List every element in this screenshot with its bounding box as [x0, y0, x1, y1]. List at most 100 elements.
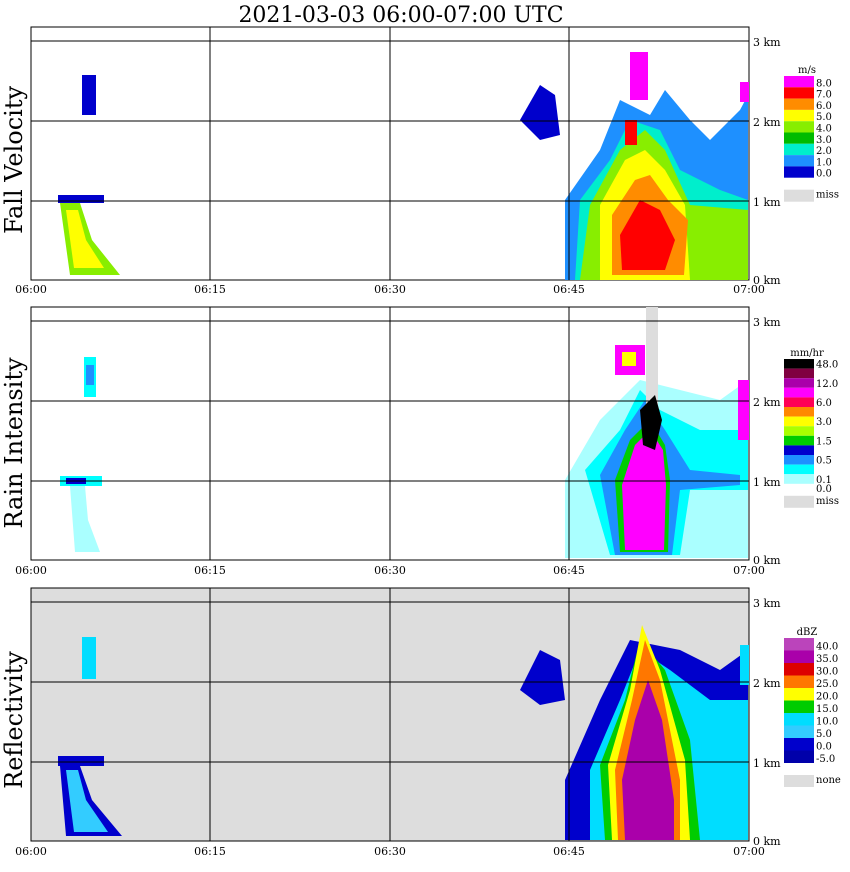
colorbar-swatch: [784, 713, 814, 726]
x-tick-label: 07:00: [733, 564, 765, 577]
colorbar-swatch: [784, 663, 814, 676]
cell: [740, 82, 749, 102]
colorbar-label: 4.0: [816, 124, 832, 135]
y-tick-label: 2 km: [753, 116, 781, 129]
x-tick-label: 06:00: [15, 845, 47, 858]
cell: [622, 352, 636, 366]
precip-cells-fall-velocity: [58, 52, 749, 280]
x-tick-label: 06:30: [374, 283, 406, 296]
colorbar-label: 20.0: [816, 692, 838, 703]
panel-reflectivity: Reflectivity 0 km 1 km 2 km 3 km 06:00 0…: [0, 587, 841, 858]
colorbar-swatch: [784, 166, 814, 178]
cell: [622, 680, 674, 840]
panel-rain-intensity: Rain Intensity 0 km 1 km 2 km 3 km 06:00…: [0, 306, 839, 577]
colorbar-label: 5.0: [816, 112, 832, 123]
y-tick-label: 3 km: [753, 597, 781, 610]
colorbar-swatch: [784, 121, 814, 133]
cell: [520, 650, 565, 705]
colorbar-unit: m/s: [798, 65, 816, 76]
colorbar-swatch: [784, 426, 814, 436]
colorbar-swatch: [784, 397, 814, 407]
colorbar-reflectivity: dBZ 40.035.0 30.025.0 20.015.0 10.05.0 0.0-5.…: [784, 627, 841, 787]
x-ticks-fall-velocity: 06:00 06:15 06:30 06:45 07:00: [15, 283, 765, 296]
colorbar-label: 1.5: [816, 436, 832, 447]
cell: [625, 120, 637, 145]
x-tick-label: 06:45: [553, 283, 585, 296]
colorbar-swatch: [784, 738, 814, 751]
colorbar-swatch: [784, 76, 814, 88]
chart-title: 2021-03-03 06:00-07:00 UTC: [238, 3, 563, 28]
colorbar-swatch: [784, 675, 814, 688]
cell: [82, 75, 96, 115]
colorbar-label: 0.0: [816, 484, 832, 495]
colorbar-swatch: [784, 378, 814, 388]
colorbar-label: 0.1: [816, 475, 832, 486]
colorbar-label: 8.0: [816, 78, 832, 89]
colorbar-swatch: [784, 435, 814, 446]
colorbar-swatch: [784, 445, 814, 455]
x-tick-label: 06:45: [553, 845, 585, 858]
colorbar-swatch: [784, 750, 814, 763]
cell: [740, 645, 749, 685]
colorbar-label: 10.0: [816, 717, 838, 728]
x-tick-label: 06:15: [194, 283, 226, 296]
y-tick-label: 1 km: [753, 476, 781, 489]
colorbar-swatch: [784, 725, 814, 738]
colorbar-label: 7.0: [816, 90, 832, 101]
panel-fall-velocity: Fall Velocity 0 km 1 km 2 km 3 km 06:00 …: [0, 26, 839, 296]
colorbar-label: 12.0: [816, 379, 838, 390]
x-tick-label: 06:30: [374, 564, 406, 577]
x-tick-label: 06:15: [194, 564, 226, 577]
x-ticks-reflectivity: 06:00 06:15 06:30 06:45 07:00: [15, 845, 765, 858]
colorbar-label: 3.0: [816, 135, 832, 146]
cell: [640, 395, 662, 450]
cell: [86, 365, 94, 385]
cell: [738, 380, 749, 440]
colorbar-swatch: [784, 464, 814, 475]
colorbar-label: 6.0: [816, 101, 832, 112]
y-ticks-rain-intensity: 0 km 1 km 2 km 3 km: [753, 316, 781, 567]
colorbar-miss-label: none: [816, 775, 841, 786]
colorbar-swatch: [784, 143, 814, 156]
y-tick-label: 0 km: [753, 274, 781, 287]
colorbar-swatch: [784, 132, 814, 144]
colorbar-label: -5.0: [816, 754, 835, 765]
y-tick-label: 1 km: [753, 196, 781, 209]
colorbar-swatch: [784, 155, 814, 167]
y-tick-label: 3 km: [753, 316, 781, 329]
cell: [622, 430, 666, 550]
y-ticks-reflectivity: 0 km 1 km 2 km 3 km: [753, 597, 781, 848]
colorbar-label: 3.0: [816, 417, 832, 428]
colorbar-swatch: [784, 474, 814, 484]
colorbar-swatch: [784, 688, 814, 701]
colorbar-miss-swatch: [784, 775, 814, 787]
colorbar-miss-swatch: [784, 495, 814, 508]
precip-cells-reflectivity: [58, 625, 749, 840]
colorbar-swatch: [784, 109, 814, 122]
colorbar-fall-velocity: m/s8.07.06.05.04.03.02.01.00.0 miss: [784, 65, 839, 202]
x-ticks-rain-intensity: 06:00 06:15 06:30 06:45 07:00: [15, 564, 765, 577]
cell: [520, 85, 560, 140]
x-tick-label: 06:15: [194, 845, 226, 858]
colorbar-unit: dBZ: [797, 627, 818, 638]
y-tick-label: 0 km: [753, 835, 781, 848]
colorbar-swatch: [784, 87, 814, 99]
colorbar-miss-label: miss: [816, 190, 839, 201]
cell: [70, 486, 100, 552]
colorbar-swatch: [784, 650, 814, 663]
colorbar-miss-swatch: [784, 189, 814, 202]
colorbar-label: 30.0: [816, 667, 838, 678]
y-ticks-fall-velocity: 0 km 1 km 2 km 3 km: [753, 36, 781, 287]
y-tick-label: 0 km: [753, 554, 781, 567]
colorbar-label: 48.0: [816, 360, 838, 371]
y-tick-label: 1 km: [753, 757, 781, 770]
colorbar-swatch: [784, 416, 814, 427]
colorbar-swatch: [784, 638, 814, 651]
colorbar-label: 2.0: [816, 146, 832, 157]
colorbar-unit: mm/hr: [790, 348, 824, 359]
cell: [620, 200, 675, 270]
cell: [58, 195, 104, 203]
x-tick-label: 06:30: [374, 845, 406, 858]
